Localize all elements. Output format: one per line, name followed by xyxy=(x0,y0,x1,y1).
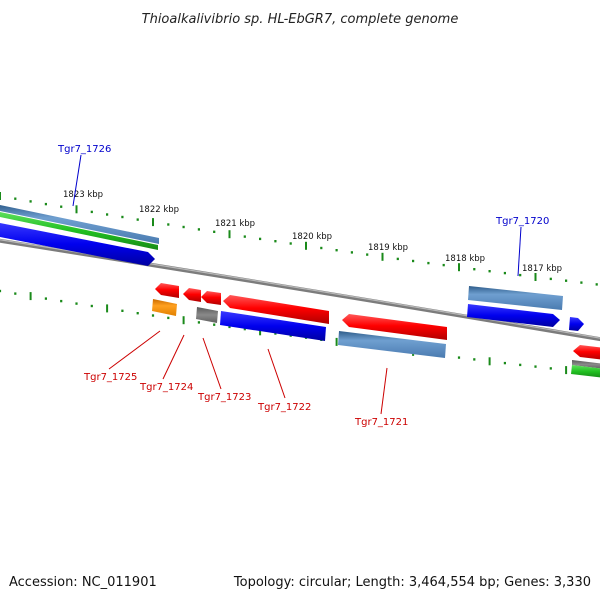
gene-feature-green[interactable] xyxy=(571,365,600,378)
scale-label: 1817 kbp xyxy=(522,264,562,274)
gene-label-reverse[interactable]: Tgr7_1724 xyxy=(139,382,193,393)
gene-label-reverse[interactable]: Tgr7_1722 xyxy=(257,402,311,413)
gene-feature-blue[interactable] xyxy=(569,317,584,331)
gene-feature-red[interactable] xyxy=(342,314,447,340)
gene-feature-steel[interactable] xyxy=(0,204,159,244)
scale-label: 1821 kbp xyxy=(215,219,255,229)
forward-track-right xyxy=(467,286,600,378)
gene-feature-blue[interactable] xyxy=(0,222,155,266)
genome-backbone xyxy=(0,238,600,342)
scale-label: 1818 kbp xyxy=(445,254,485,264)
gene-feature-red[interactable] xyxy=(183,288,201,302)
gene-feature-gray[interactable] xyxy=(572,360,600,369)
scale-label: 1820 kbp xyxy=(292,232,332,242)
forward-track-left xyxy=(0,204,159,266)
gene-feature-orange[interactable] xyxy=(152,299,177,316)
gene-feature-red[interactable] xyxy=(201,291,221,305)
gene-feature-red[interactable] xyxy=(223,295,329,324)
gene-feature-red[interactable] xyxy=(155,283,179,298)
gene-feature-steel[interactable] xyxy=(338,331,446,358)
gene-feature-gray[interactable] xyxy=(196,307,218,323)
forward-callouts xyxy=(72,154,522,277)
scale-label: 1823 kbp xyxy=(63,190,103,200)
gene-feature-green[interactable] xyxy=(0,211,158,250)
map-title: Thioalkalivibrio sp. HL-EbGR7, complete … xyxy=(142,12,459,27)
gene-feature-steel[interactable] xyxy=(468,286,563,310)
accession-text: Accession: NC_011901 xyxy=(9,575,157,590)
reverse-callouts xyxy=(108,330,388,415)
genome-summary-text: Topology: circular; Length: 3,464,554 bp… xyxy=(233,575,591,590)
gene-label-forward[interactable]: Tgr7_1720 xyxy=(495,216,549,227)
reverse-track xyxy=(152,283,447,358)
scale-label: 1819 kbp xyxy=(368,243,408,253)
gene-feature-blue[interactable] xyxy=(220,311,326,341)
scale-label: 1822 kbp xyxy=(139,205,179,215)
gene-label-forward[interactable]: Tgr7_1726 xyxy=(57,144,111,155)
gene-label-reverse[interactable]: Tgr7_1721 xyxy=(354,417,408,428)
gene-feature-red[interactable] xyxy=(573,345,600,360)
gene-label-reverse[interactable]: Tgr7_1723 xyxy=(197,392,251,403)
gene-feature-blue[interactable] xyxy=(467,304,560,327)
gene-label-reverse[interactable]: Tgr7_1725 xyxy=(83,372,137,383)
forward-scale-ticks xyxy=(0,192,598,286)
